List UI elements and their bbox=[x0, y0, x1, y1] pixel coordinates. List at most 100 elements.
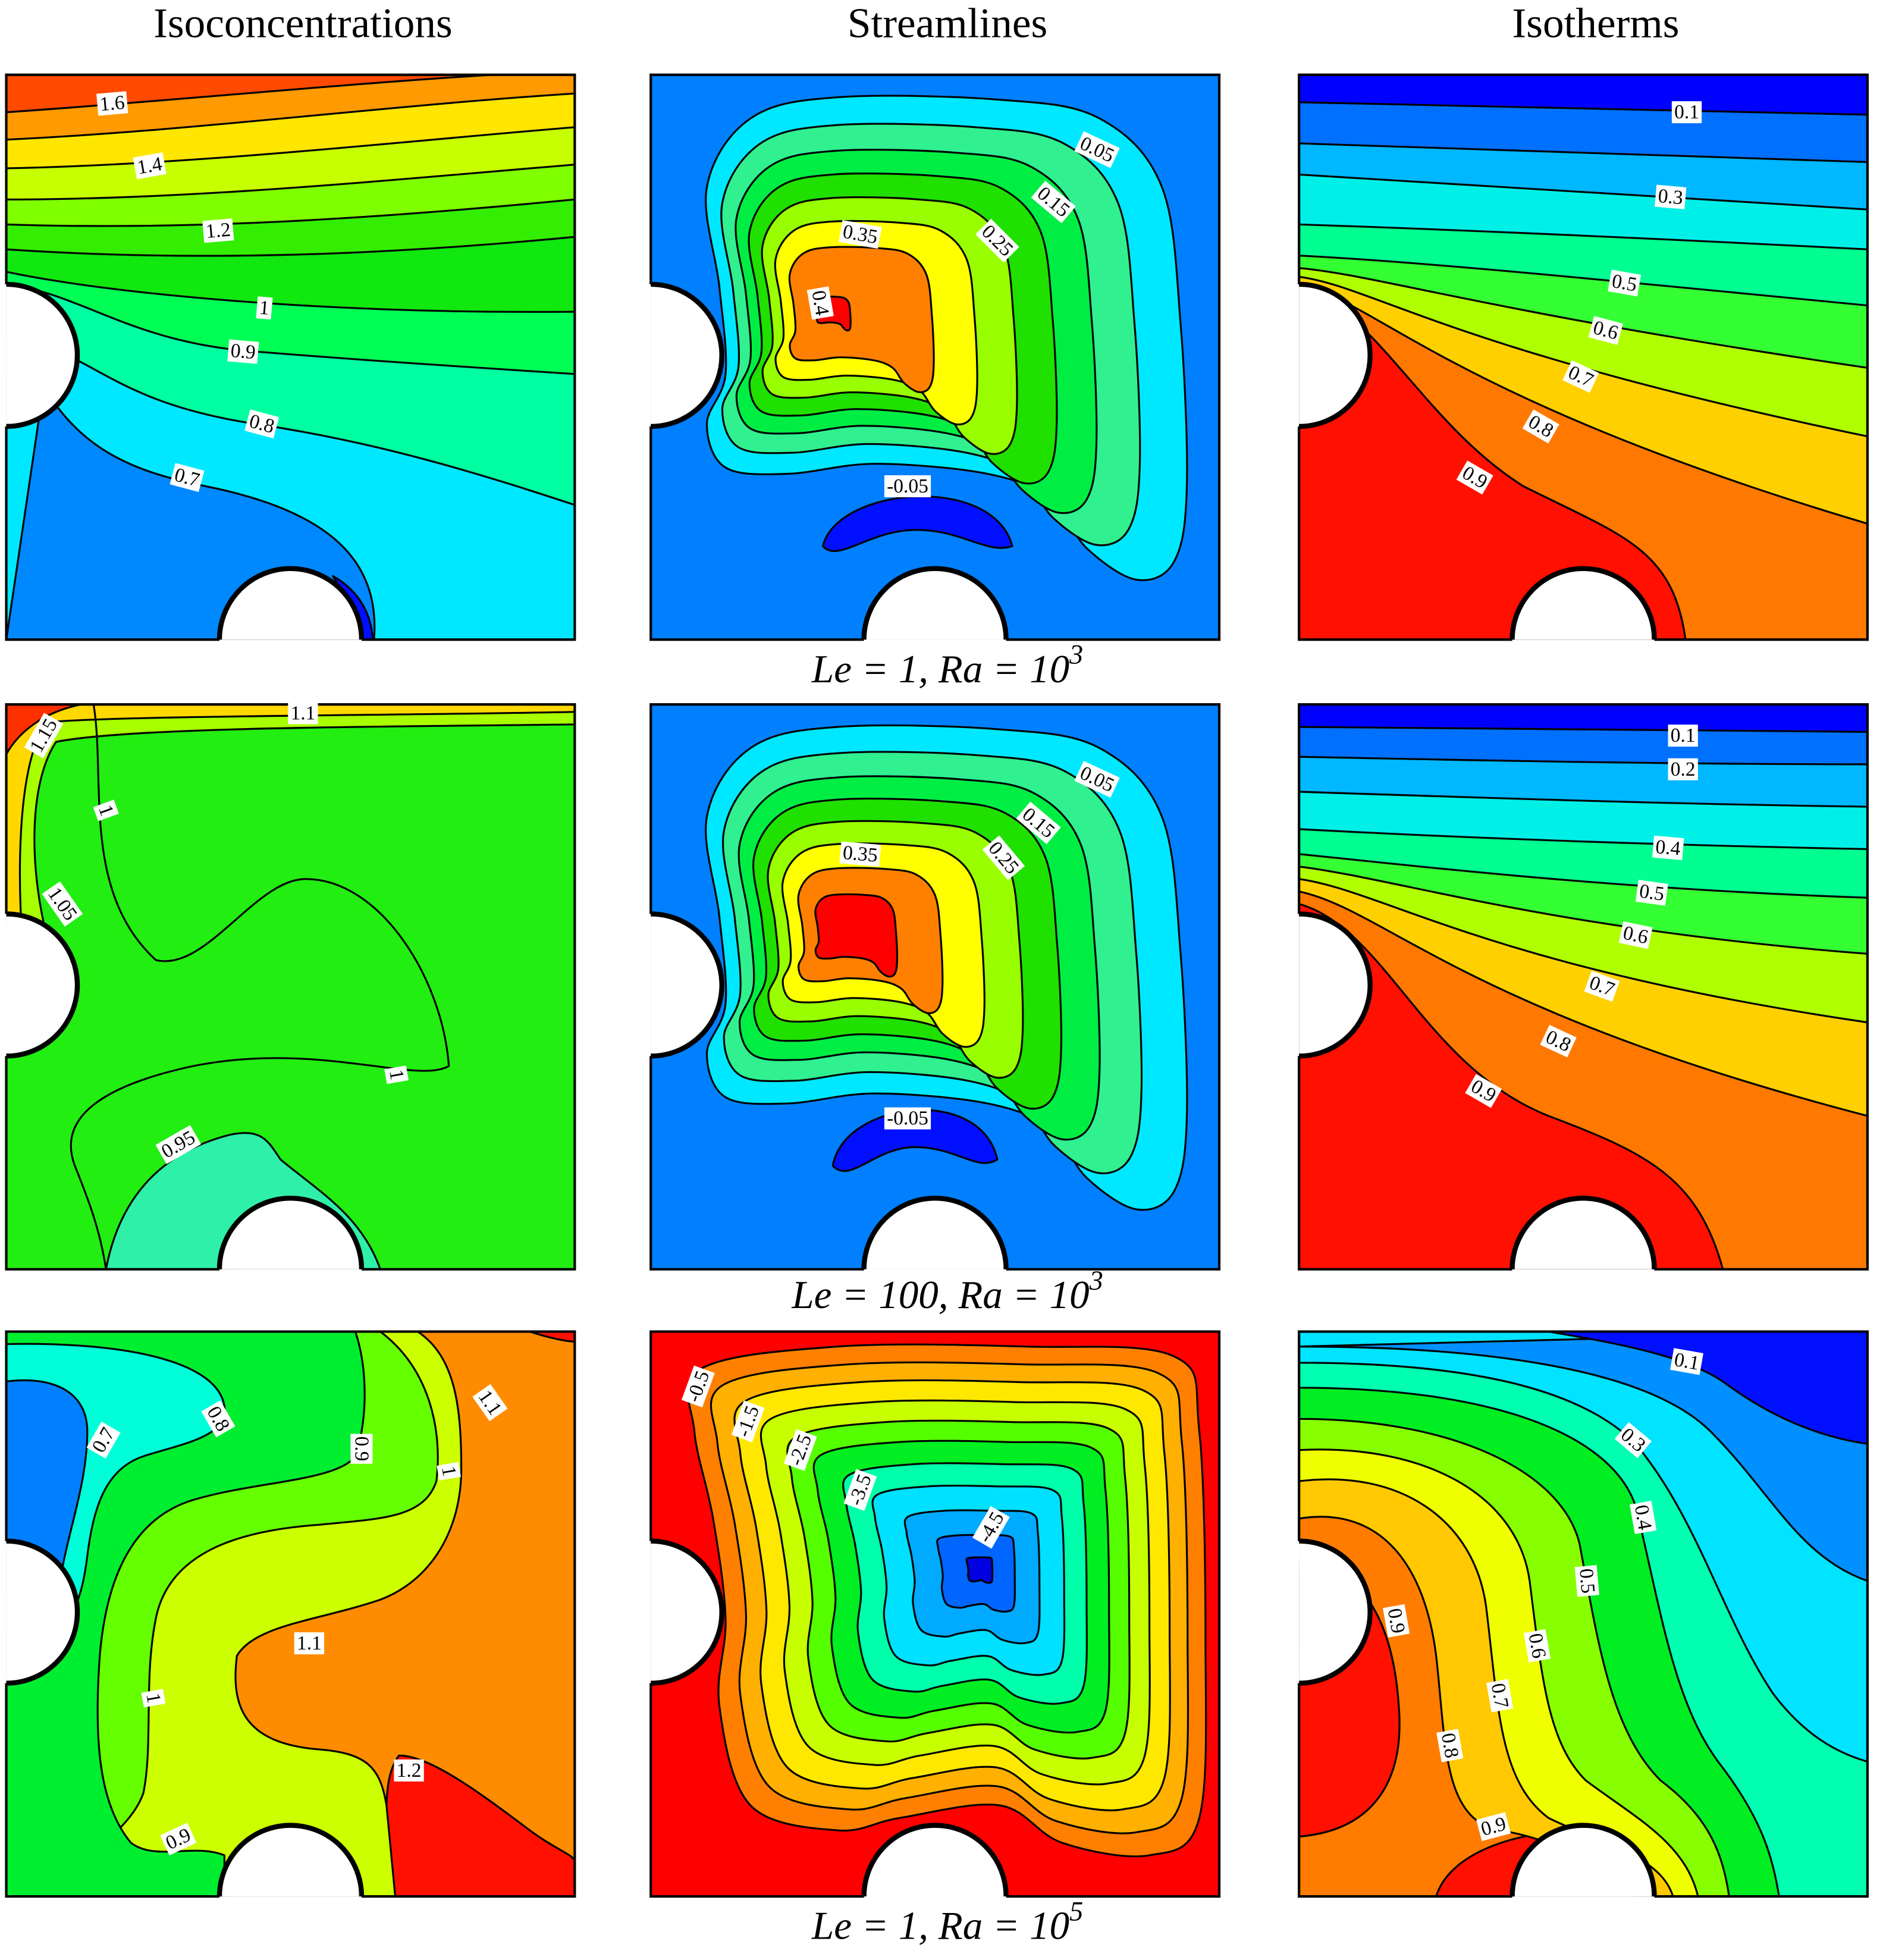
contour-label: 0.7 bbox=[1487, 1682, 1513, 1710]
cylinder-edge bbox=[651, 281, 1009, 640]
contour-label: 0.9 bbox=[350, 1437, 372, 1462]
cylinder-left bbox=[1299, 914, 1370, 1056]
column-title: Streamlines bbox=[848, 0, 1047, 46]
cylinder-left bbox=[651, 1541, 722, 1683]
panel-border bbox=[1298, 1330, 1869, 1898]
cylinder-bottom bbox=[219, 1198, 362, 1269]
label-box bbox=[350, 1434, 373, 1464]
panel-border bbox=[649, 703, 1221, 1271]
contour-label-group: 0.4 bbox=[806, 286, 834, 320]
label-box bbox=[201, 1400, 236, 1438]
contour-label: 0.9 bbox=[230, 340, 256, 364]
cylinder-bottom bbox=[864, 1825, 1006, 1897]
contour-label-group: 1.1 bbox=[288, 702, 318, 725]
contour-label-group: 0.35 bbox=[839, 841, 881, 867]
contour-label-group: 0.3 bbox=[1655, 184, 1687, 209]
contour-band bbox=[788, 246, 935, 393]
label-box bbox=[1584, 970, 1620, 1002]
contour-band bbox=[1547, 1331, 1868, 1445]
label-box bbox=[1630, 1500, 1657, 1535]
label-box bbox=[1671, 101, 1702, 124]
contour-label: 0.9 bbox=[1383, 1607, 1410, 1635]
column-title: Isoconcentrations bbox=[153, 0, 453, 46]
label-box bbox=[394, 1759, 424, 1782]
contour-label-group: 1 bbox=[384, 1065, 409, 1084]
label-box bbox=[93, 799, 119, 821]
label-box bbox=[1670, 1348, 1704, 1375]
label-box bbox=[1465, 1074, 1502, 1108]
caption-text: Le = 1, Ra = 10 bbox=[811, 647, 1069, 691]
cylinder-edge bbox=[1299, 1538, 1657, 1897]
contour-label: 0.5 bbox=[1610, 270, 1639, 296]
contour-label: 1.1 bbox=[297, 1632, 322, 1654]
contour-label: -0.05 bbox=[887, 1108, 928, 1130]
label-box bbox=[839, 841, 881, 867]
contour-panel: 0.10.20.40.50.60.70.80.9 bbox=[1298, 703, 1869, 1271]
contour-field bbox=[651, 74, 1220, 640]
caption-text: Le = 1, Ra = 10 bbox=[811, 1903, 1069, 1948]
contour-label: 0.4 bbox=[807, 288, 833, 317]
label-box bbox=[839, 220, 882, 249]
label-box bbox=[884, 475, 931, 497]
contour-label: 1.6 bbox=[99, 92, 125, 116]
label-box bbox=[256, 296, 273, 320]
contour-label-group: -0.05 bbox=[884, 475, 931, 497]
contour-label-group: 0.5 bbox=[1608, 269, 1642, 297]
label-box bbox=[288, 702, 318, 725]
label-box bbox=[384, 1065, 409, 1084]
contour-label-group: 0.9 bbox=[1383, 1604, 1410, 1638]
cylinder-left bbox=[6, 914, 78, 1056]
contour-field bbox=[1299, 74, 1868, 640]
label-box bbox=[731, 1400, 765, 1442]
contour-field bbox=[1299, 704, 1868, 1269]
label-box bbox=[1614, 1422, 1652, 1459]
contour-label: 0.4 bbox=[1655, 836, 1681, 860]
label-box bbox=[244, 409, 280, 439]
label-box bbox=[843, 1469, 877, 1511]
panel-border bbox=[1298, 703, 1869, 1271]
contour-label-group: 0.7 bbox=[1486, 1679, 1514, 1713]
contour-label-group: 1 bbox=[256, 296, 273, 320]
label-box bbox=[96, 91, 128, 116]
contour-label: 1 bbox=[385, 1068, 408, 1081]
panel-border bbox=[1298, 73, 1869, 641]
panel-border bbox=[5, 73, 576, 641]
contour-band bbox=[821, 495, 1013, 553]
panel-border bbox=[649, 73, 1221, 641]
contour-label: 0.5 bbox=[1575, 1567, 1599, 1594]
contour-band bbox=[1299, 1331, 1868, 1582]
label-box bbox=[1016, 801, 1061, 845]
contour-panel: 0.10.30.50.60.70.80.9 bbox=[1298, 73, 1869, 641]
contour-label: 0.35 bbox=[842, 842, 879, 867]
contour-label-group: 0.6 bbox=[1618, 921, 1653, 949]
cylinder-left bbox=[6, 284, 78, 427]
contour-label-group: 0.7 bbox=[1584, 970, 1620, 1002]
contour-band bbox=[1299, 903, 1724, 1269]
cylinder-edge bbox=[6, 281, 365, 640]
contour-label: 0.4 bbox=[1630, 1503, 1656, 1532]
contour-field bbox=[6, 74, 575, 640]
contour-label: 0.8 bbox=[1437, 1732, 1463, 1760]
contour-label-group: 0.5 bbox=[1635, 879, 1668, 906]
contour-label: 1.1 bbox=[290, 702, 315, 724]
label-box bbox=[982, 835, 1025, 880]
cylinder-bottom bbox=[864, 568, 1006, 640]
panel-border bbox=[5, 1330, 576, 1898]
caption-exponent: 3 bbox=[1089, 1265, 1103, 1295]
contour-label-group: 0.8 bbox=[1436, 1729, 1464, 1763]
label-box bbox=[783, 1429, 817, 1471]
contour-panel: 0.050.150.250.35-0.05 bbox=[649, 703, 1221, 1271]
cylinder-left bbox=[1299, 1541, 1370, 1683]
contour-label-group: 0.4 bbox=[1652, 835, 1684, 860]
contour-band bbox=[6, 704, 575, 924]
cylinder-edge bbox=[651, 911, 1009, 1269]
contour-label: 0.1 bbox=[1671, 725, 1696, 747]
contour-panel: 1.61.41.210.90.80.7 bbox=[5, 73, 576, 641]
cylinder-edge bbox=[1299, 911, 1657, 1269]
contour-label-group: 0.6 bbox=[1523, 1629, 1551, 1663]
cylinder-left bbox=[1299, 284, 1370, 427]
contour-field bbox=[651, 704, 1220, 1269]
label-box bbox=[42, 881, 83, 927]
